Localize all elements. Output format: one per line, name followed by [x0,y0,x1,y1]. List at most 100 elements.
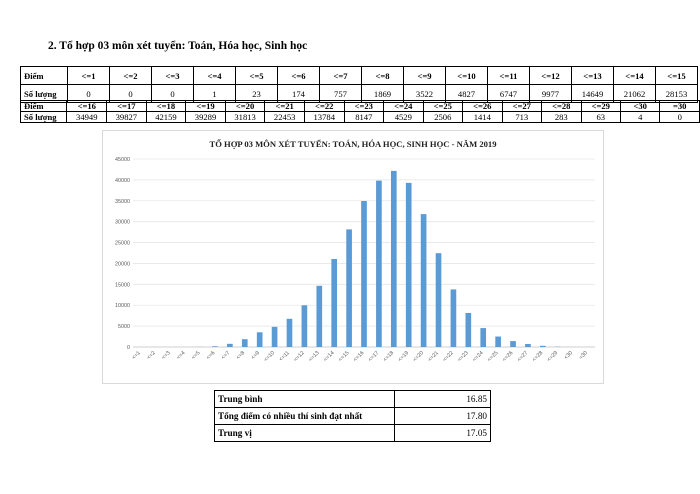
chart-bar [540,345,546,347]
score-cell: <=5 [235,66,278,85]
x-tick-label: <=17 [367,350,380,363]
score-cell: <=27 [501,100,543,112]
so-luong-header: Số lượng [19,111,68,123]
count-cell: 22453 [264,111,305,123]
section-title: 2. Tổ hợp 03 môn xét tuyển: Toán, Hóa họ… [48,40,308,52]
summary-value-mode: 17.80 [394,407,491,425]
score-cell: <=14 [613,66,656,85]
score-cell: <=9 [403,66,446,85]
x-tick-label: <=29 [546,350,559,363]
y-tick-label: 15000 [115,282,130,288]
x-tick-label: <=6 [206,350,217,361]
count-cell: 1414 [462,111,503,123]
x-tick-label: <=3 [161,350,172,361]
chart-title: TỔ HỢP 03 MÔN XÉT TUYỂN: TOÁN, HÓA HỌC, … [209,139,496,149]
count-cell: 713 [501,111,543,123]
count-cell: 8147 [343,111,385,123]
count-cell: 4529 [383,111,424,123]
count-cell: 63 [580,111,622,123]
count-cell: 13784 [303,111,345,123]
chart-bars [182,170,576,347]
x-tick-label: <=22 [442,350,455,363]
score-cell: <=6 [277,66,320,85]
chart-bar [480,328,487,347]
score-row: Điểm <=1 <=2 <=3 <=4 <=5 <=6 <=7 <=8 <=9… [20,66,698,85]
chart-bar [465,312,472,347]
x-tick-label: <=12 [293,350,306,363]
summary-label-mode: Tổng điểm có nhiều thí sinh đạt nhất [214,407,395,425]
x-tick-label: <=4 [176,350,187,361]
x-tick-label: <=14 [323,350,336,363]
x-tick-label: <=2 [146,350,157,361]
chart-bar [227,343,233,347]
x-tick-label: <=11 [278,350,291,363]
summary-table: Trung bình 16.85 Tổng điểm có nhiều thí … [214,390,491,442]
chart-bar [495,336,501,347]
histogram-chart: TỔ HỢP 03 MÔN XÉT TUYỂN: TOÁN, HÓA HỌC, … [102,130,604,384]
x-tick-label: <=21 [427,350,440,363]
summary-label-mean: Trung bình [214,390,395,408]
score-table-2: Điểm <=16 <=17 <=18 <=19 <=20 <=21 <=22 … [19,100,700,123]
score-cell: <=29 [580,100,622,112]
y-tick-label: 0 [127,345,130,351]
count-cell: 42159 [145,111,187,123]
x-tick-label: <=25 [487,350,500,363]
count-row: Số lượng 34949 39827 42159 39289 31813 2… [19,111,700,123]
y-tick-label: 45000 [115,157,130,163]
chart-bar [405,182,412,347]
score-table-1: Điểm <=1 <=2 <=3 <=4 <=5 <=6 <=7 <=8 <=9… [20,66,698,103]
score-cell: <=13 [571,66,614,85]
chart-bar [435,253,442,347]
score-cell: <=7 [319,66,362,85]
x-tick-label: <=26 [502,350,515,363]
y-tick-label: 5000 [118,324,130,330]
chart-bar [271,326,278,347]
diem-header: Điểm [19,100,68,112]
chart-bar [450,289,457,347]
score-cell: <=8 [361,66,404,85]
score-cell: <=10 [445,66,488,85]
x-tick-label: <=23 [457,350,470,363]
count-cell: 2506 [422,111,464,123]
x-tick-label: <=16 [352,350,365,363]
count-cell: 4 [620,111,661,123]
score-cell: <=11 [487,66,530,85]
x-tick-label: =30 [578,350,589,361]
chart-bar [316,285,323,347]
count-cell: 283 [541,111,582,123]
x-tick-label: <=13 [308,350,321,363]
score-cell: =30 [659,100,700,112]
x-tick-label: <=10 [263,350,276,363]
diem-header: Điểm [20,66,68,85]
chart-bar [420,214,427,347]
count-cell: 31813 [224,111,266,123]
summary-row: Trung bình 16.85 [214,390,491,408]
x-tick-label: <=8 [235,350,246,361]
chart-svg: TỔ HỢP 03 MÔN XÉT TUYỂN: TOÁN, HÓA HỌC, … [115,139,595,363]
count-cell: 0 [659,111,700,123]
count-cell: 34949 [66,111,108,123]
score-row: Điểm <=16 <=17 <=18 <=19 <=20 <=21 <=22 … [19,100,700,112]
score-cell: <30 [620,100,661,112]
y-tick-label: 40000 [115,178,130,184]
count-cell: 39289 [185,111,226,123]
score-cell: <=2 [109,66,152,85]
summary-label-median: Trung vị [214,424,395,442]
summary-row: Trung vị 17.05 [214,424,491,442]
x-tick-label: <=7 [220,350,231,361]
chart-bar [301,305,308,347]
score-cell: <=18 [145,100,187,112]
x-tick-label: <=1 [131,350,142,361]
x-tick-label: <=9 [250,350,261,361]
count-row: Số lượng 0 0 0 1 23 174 757 1869 3522 48… [20,84,698,103]
chart-bar [390,170,397,347]
x-tick-label: <=24 [472,350,485,363]
x-tick-label: <=15 [338,350,351,363]
score-cell: <=19 [185,100,226,112]
x-axis-ticks: <=1 <=2 <=3 <=4 <=5 <=6 <=7 <=8 <=9 <=10 <=11 <=12 <… [131,350,589,363]
score-cell: <=22 [303,100,345,112]
chart-bar [376,180,382,347]
score-cell: <=12 [529,66,572,85]
x-tick-label: <=18 [382,350,395,363]
score-cell: <=17 [106,100,147,112]
